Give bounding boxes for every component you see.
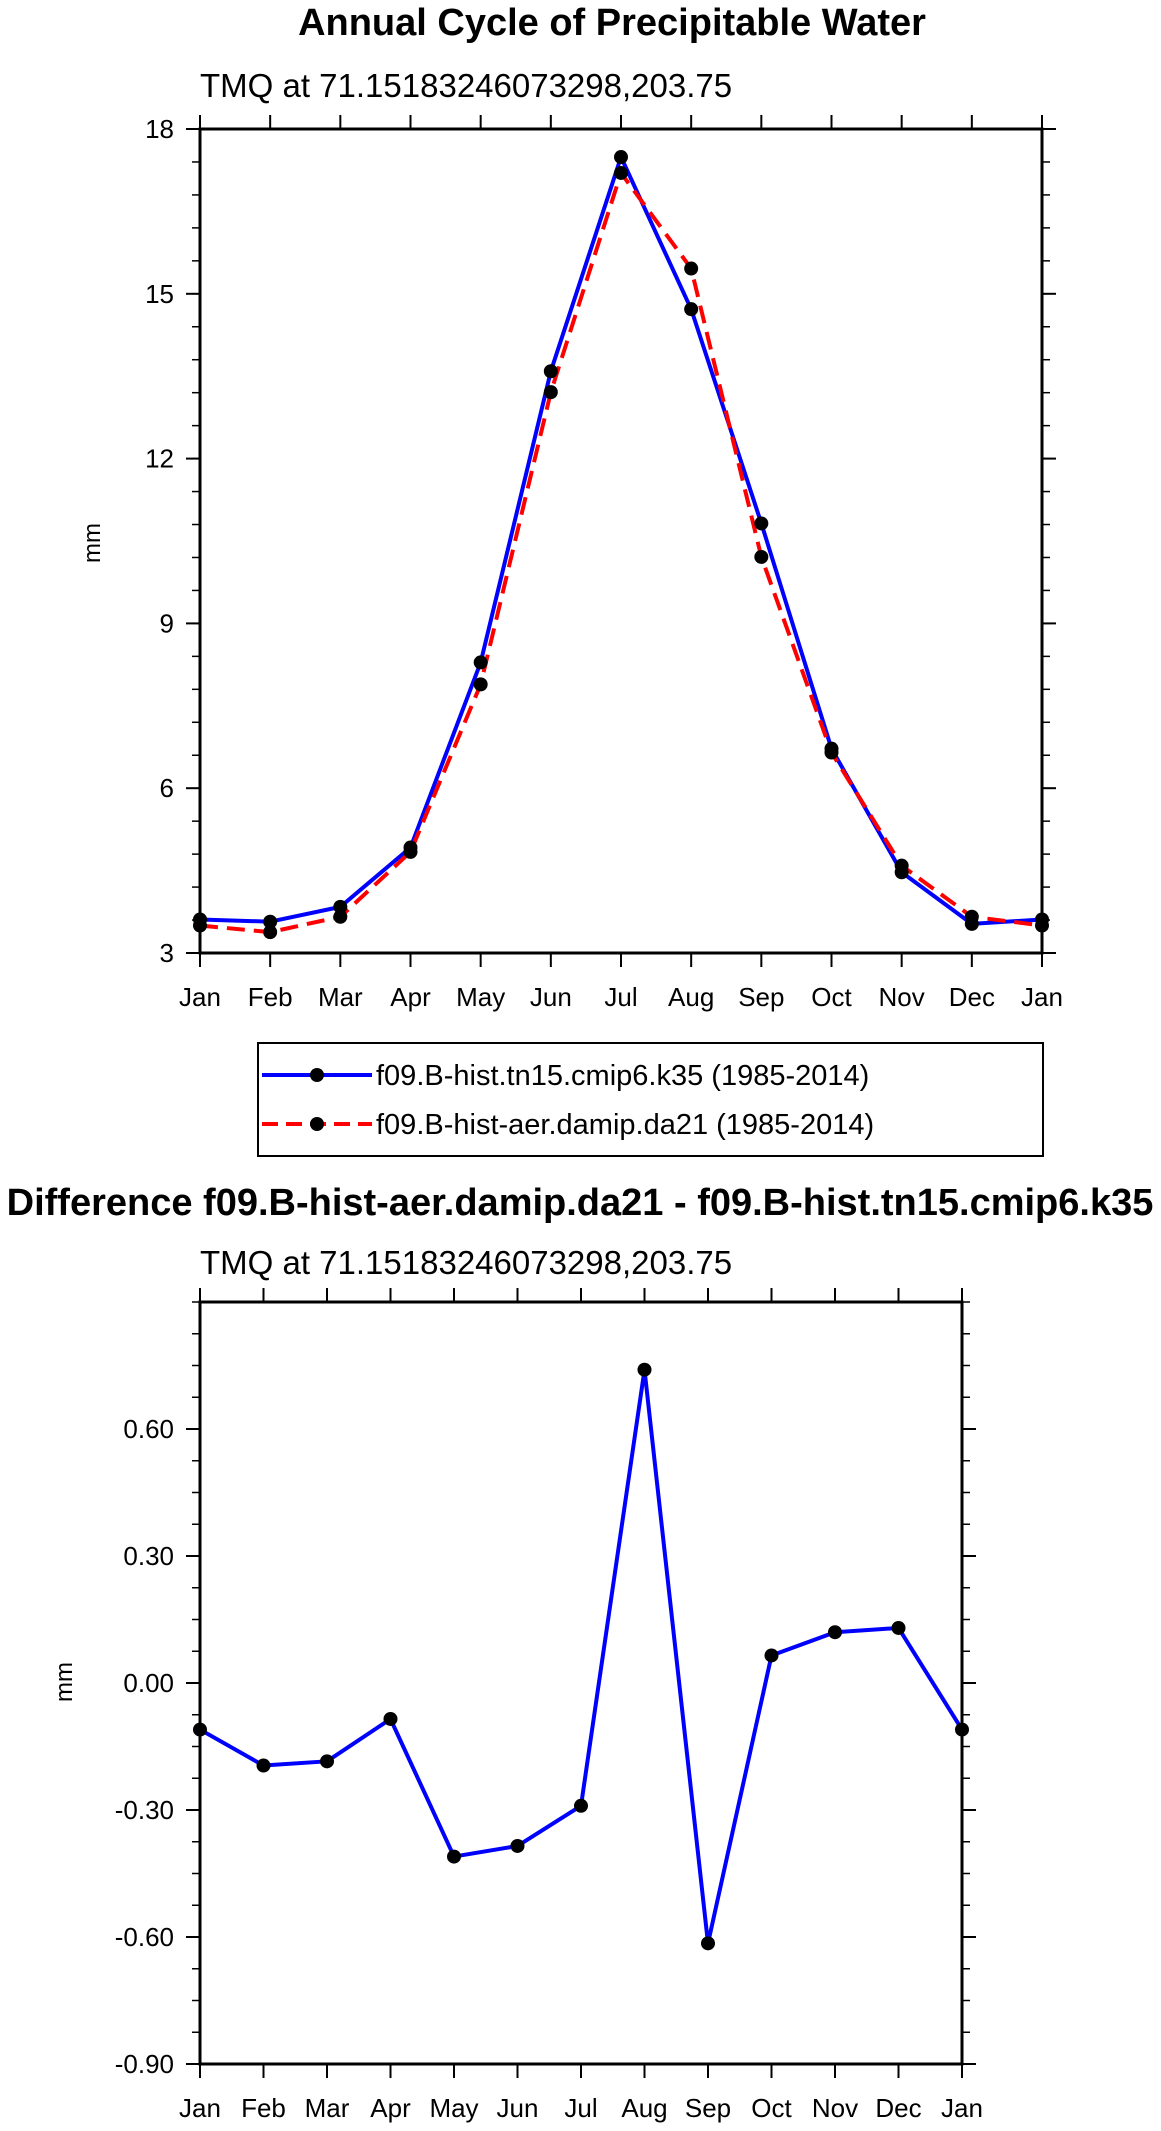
bottom-series-1-point — [574, 1798, 588, 1813]
bottom-x-tick-label: Nov — [812, 2093, 858, 2123]
top-series-2-point — [403, 844, 418, 859]
top-x-tick-label: May — [456, 982, 505, 1012]
top-series-1-point — [614, 150, 628, 165]
bottom-y-tick-label: -0.90 — [115, 2049, 174, 2079]
top-y-tick-label: 18 — [145, 114, 174, 144]
top-series-2-point — [684, 261, 699, 276]
bottom-series-1-point — [447, 1849, 461, 1864]
bottom-chart-title: Difference f09.B-hist-aer.damip.da21 - f… — [7, 1182, 1154, 1224]
top-series-1-point — [684, 302, 699, 317]
bottom-series-1-point — [320, 1754, 334, 1769]
bottom-plot-frame — [198, 1300, 964, 2066]
top-chart-title: Annual Cycle of Precipitable Water — [298, 2, 926, 44]
top-series-2-point — [263, 925, 278, 940]
top-y-tick-label: 6 — [160, 773, 174, 803]
legend-series-2-label: f09.B-hist-aer.damip.da21 (1985-2014) — [376, 1109, 874, 1141]
bottom-x-tick-label: Oct — [751, 2093, 792, 2123]
bottom-x-tick-label: Jun — [497, 2093, 539, 2123]
bottom-x-tick-label: Jul — [564, 2093, 597, 2123]
top-chart-ylabel: mm — [79, 523, 106, 563]
bottom-series-1-point — [701, 1936, 715, 1951]
bottom-x-tick-label: Jan — [179, 2093, 221, 2123]
top-y-tick-label: 9 — [160, 608, 174, 638]
top-series-1-point — [543, 364, 558, 379]
top-series-2-point — [543, 385, 558, 400]
top-x-tick-label: Jun — [530, 982, 572, 1012]
top-x-tick-label: Dec — [949, 982, 995, 1012]
bottom-chart-subtitle: TMQ at 71.15183246073298,203.75 — [200, 1244, 732, 1281]
bottom-series-1-point — [383, 1711, 398, 1726]
bottom-x-tick-label: Dec — [875, 2093, 921, 2123]
top-x-tick-label: Jul — [604, 982, 637, 1012]
legend-series-1-marker — [310, 1068, 324, 1082]
top-x-tick-label: Oct — [811, 982, 852, 1012]
legend-series-1-label: f09.B-hist.tn15.cmip6.k35 (1985-2014) — [376, 1060, 869, 1092]
top-x-tick-label: Sep — [738, 982, 784, 1012]
bottom-chart-ylabel: mm — [51, 1662, 78, 1702]
bottom-x-tick-label: Jan — [941, 2093, 983, 2123]
top-plot-frame — [198, 127, 1044, 955]
top-x-tick-label: Nov — [879, 982, 925, 1012]
bottom-x-tick-label: Apr — [370, 2093, 411, 2123]
top-y-tick-label: 12 — [145, 444, 174, 474]
top-y-tick-label: 3 — [160, 938, 174, 968]
top-series-1-line — [199, 155, 1043, 926]
bottom-x-tick-label: May — [429, 2093, 478, 2123]
bottom-series-1-point — [828, 1625, 842, 1640]
top-x-tick-label: Aug — [668, 982, 714, 1012]
top-y-tick-label: 15 — [145, 279, 174, 309]
bottom-series-1-point — [256, 1758, 271, 1773]
bottom-series-1-point — [637, 1362, 652, 1377]
top-series-2-point — [614, 165, 628, 180]
bottom-series-1-point — [510, 1838, 525, 1853]
bottom-x-tick-label: Feb — [241, 2093, 286, 2123]
legend-series-2-marker — [310, 1117, 324, 1131]
top-x-tick-label: Feb — [248, 982, 293, 1012]
bottom-series-1-point — [764, 1648, 779, 1663]
bottom-y-tick-label: 0.60 — [123, 1414, 174, 1444]
top-x-tick-label: Jan — [179, 982, 221, 1012]
top-series-2-point — [824, 745, 839, 760]
top-series-2-point — [473, 677, 488, 692]
bottom-y-tick-label: 0.00 — [123, 1668, 174, 1698]
bottom-y-tick-label: -0.60 — [115, 1922, 174, 1952]
top-series-2-point — [964, 909, 979, 924]
top-x-tick-label: Mar — [318, 982, 363, 1012]
top-series-2-point — [894, 858, 909, 873]
bottom-x-tick-label: Sep — [685, 2093, 731, 2123]
top-series-2-point — [333, 909, 348, 924]
top-x-tick-label: Apr — [390, 982, 431, 1012]
top-series-1-point — [473, 655, 488, 670]
top-series-1-point — [333, 899, 348, 914]
bottom-y-tick-label: -0.30 — [115, 1795, 174, 1825]
top-chart-subtitle: TMQ at 71.15183246073298,203.75 — [200, 67, 732, 104]
bottom-series-1-line — [199, 1367, 964, 1946]
top-chart: Annual Cycle of Precipitable Water TMQ a… — [79, 2, 1063, 1157]
legend-box — [257, 1042, 1044, 1157]
top-legend: f09.B-hist.tn15.cmip6.k35 (1985-2014) f0… — [257, 1042, 1044, 1157]
bottom-x-tick-label: Aug — [621, 2093, 667, 2123]
top-series-2-point — [754, 549, 769, 564]
bottom-chart: Difference f09.B-hist-aer.damip.da21 - f… — [7, 1182, 1154, 2123]
bottom-series-1-point — [891, 1620, 906, 1635]
bottom-y-tick-label: 0.30 — [123, 1541, 174, 1571]
bottom-x-tick-label: Mar — [305, 2093, 350, 2123]
top-x-tick-label: Jan — [1021, 982, 1063, 1012]
top-series-1-point — [263, 914, 278, 929]
top-series-1-point — [754, 516, 769, 531]
top-series-2-line — [199, 170, 1043, 935]
